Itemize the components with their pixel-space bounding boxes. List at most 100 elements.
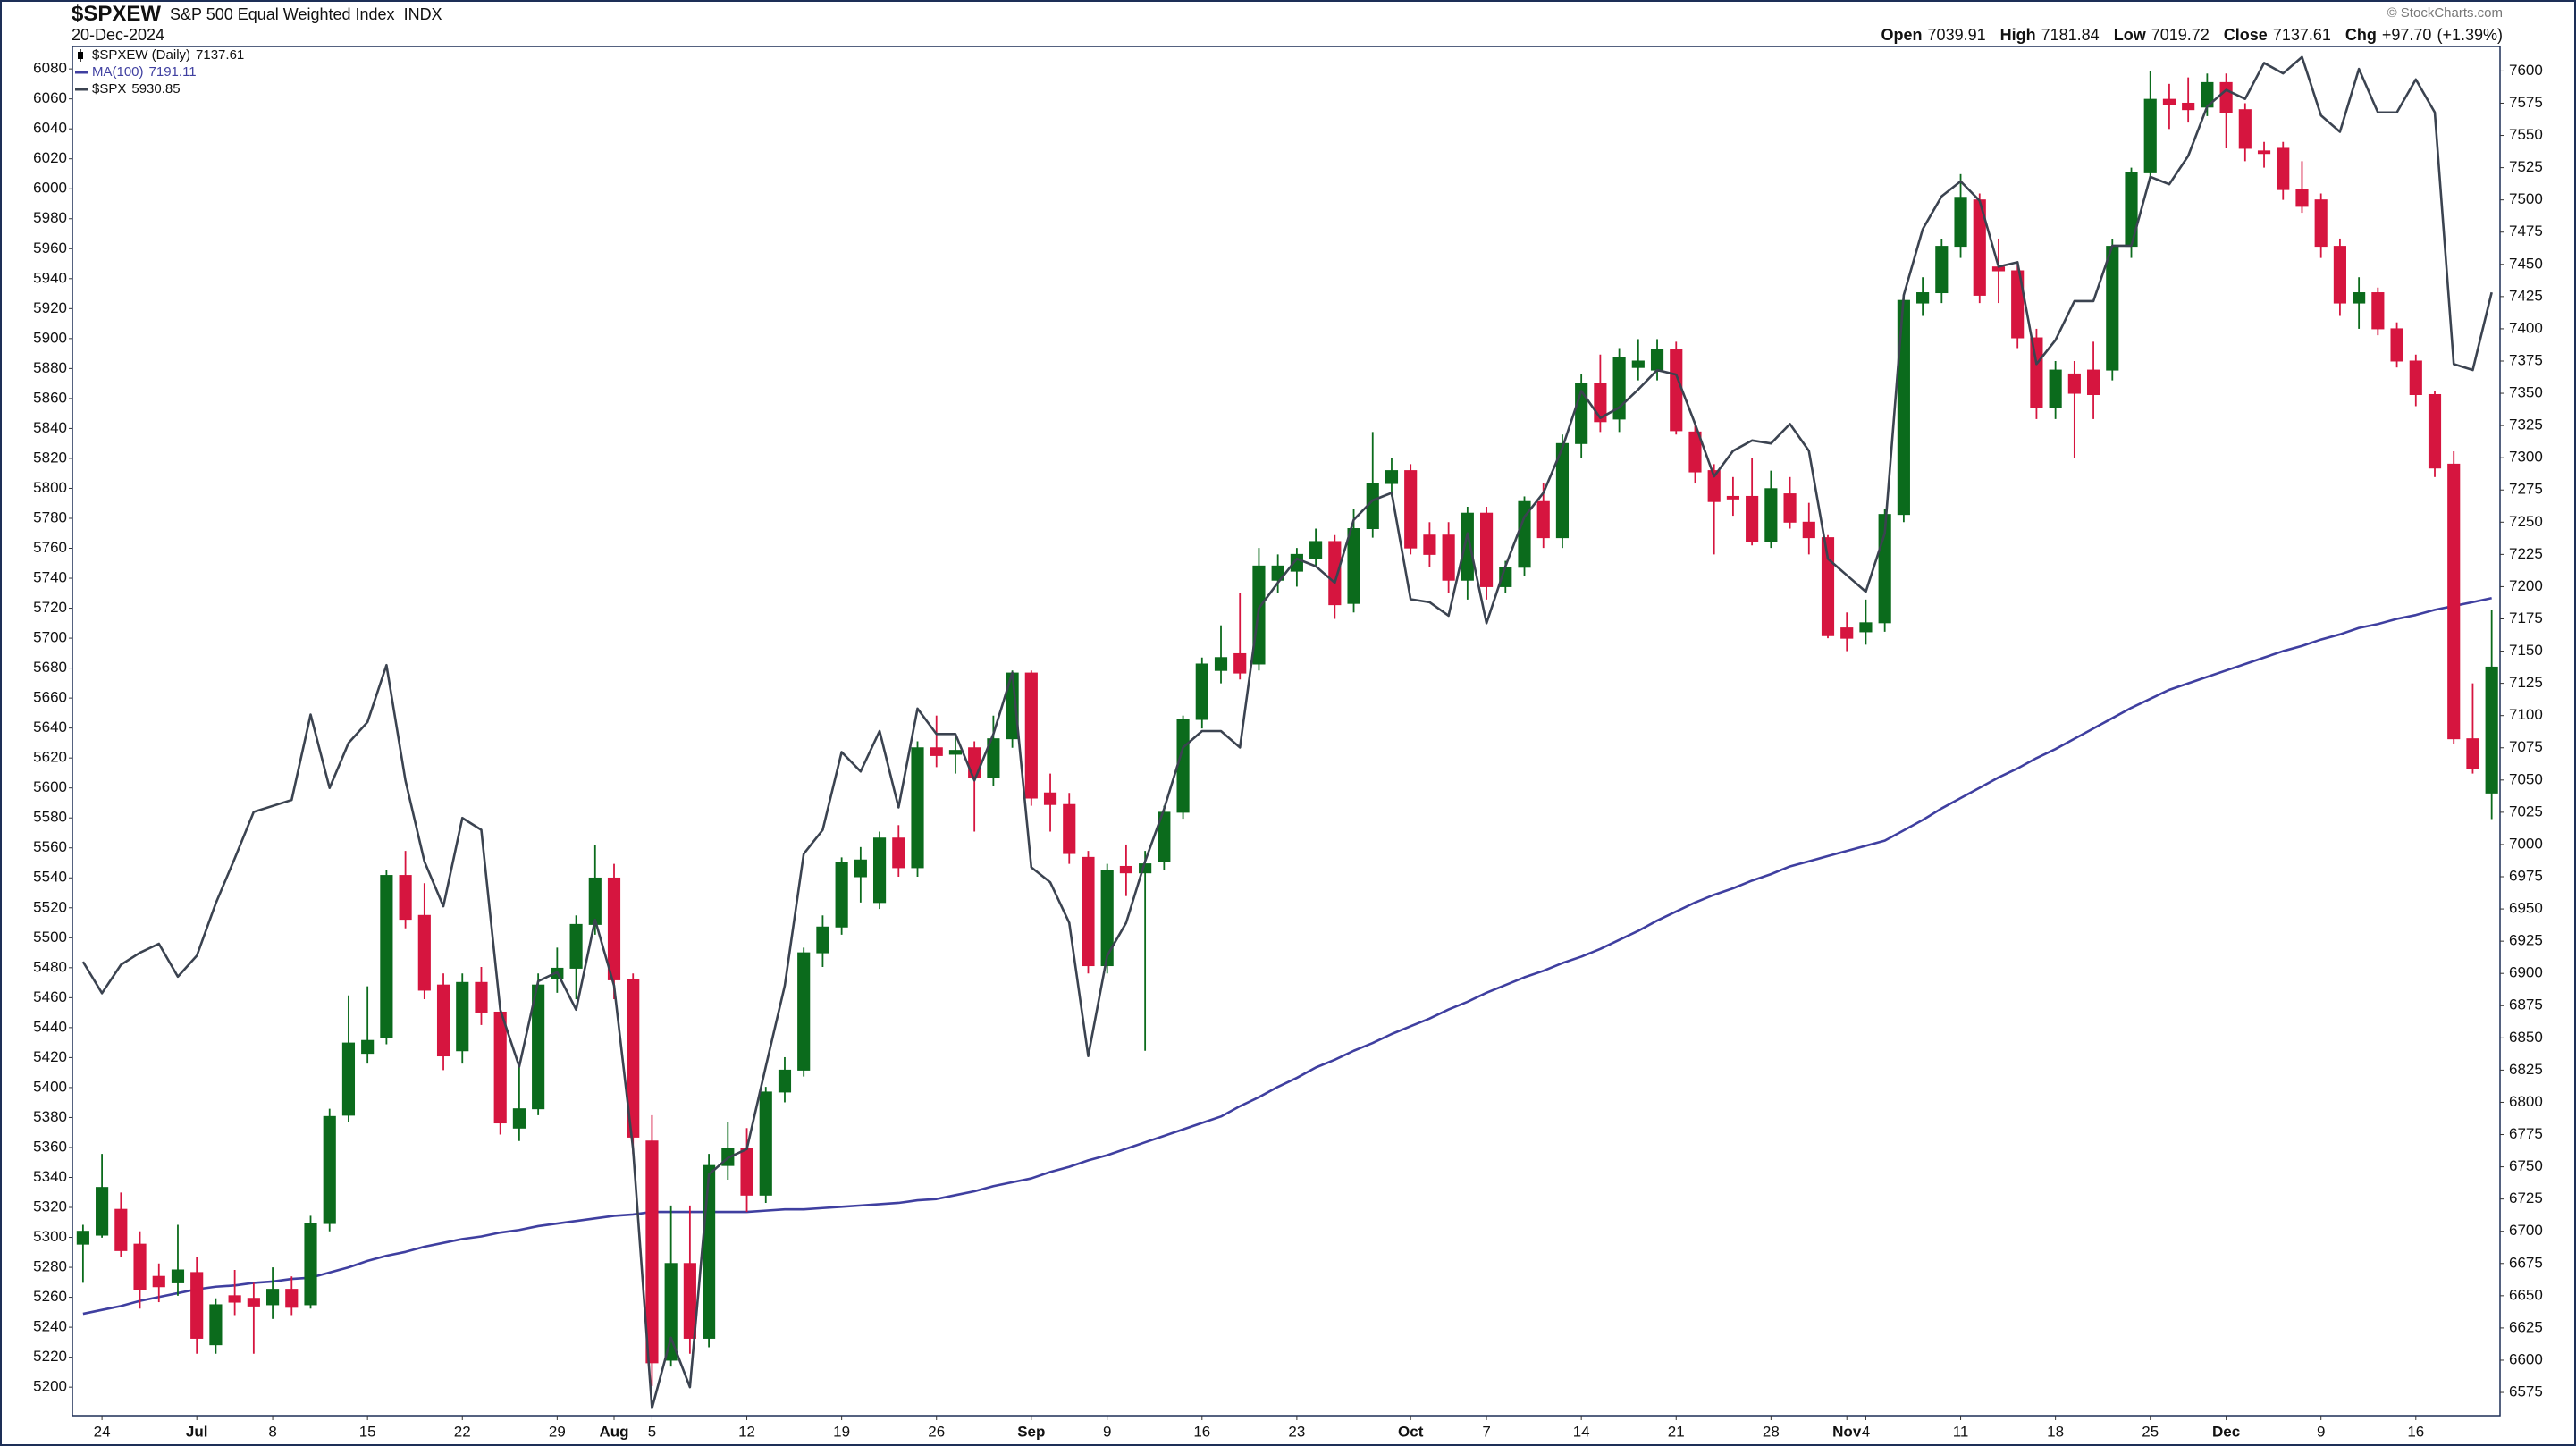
candle-body <box>607 877 621 980</box>
candle-body <box>2447 463 2461 740</box>
x-tick-label: 9 <box>1103 1423 1111 1440</box>
candle-body <box>1233 652 1247 674</box>
candle-body <box>209 1304 223 1346</box>
legend-entry: MA(100) 7191.11 <box>92 64 197 80</box>
line-2 <box>81 55 2493 1409</box>
y-tick-label: 5740 <box>33 569 67 586</box>
y-tick-label: 5620 <box>33 749 67 766</box>
x-tick-label: 21 <box>1668 1423 1685 1440</box>
quote-value: 7137.61 <box>2273 26 2331 44</box>
candle-body <box>1802 521 1815 539</box>
line-1 <box>82 596 2492 1316</box>
candle-body <box>759 1091 772 1196</box>
y2-tick-label: 6700 <box>2509 1222 2543 1239</box>
x-tick-label: Dec <box>2212 1423 2240 1440</box>
candle-body <box>2295 189 2309 207</box>
y2-tick-label: 6950 <box>2509 900 2543 917</box>
plot-border <box>72 46 2501 1417</box>
x-tick-label: 16 <box>2407 1423 2424 1440</box>
legend-entry: $SPX 5930.85 <box>92 81 181 97</box>
y-tick-label: 5260 <box>33 1288 67 1305</box>
x-tick-label: 19 <box>833 1423 850 1440</box>
y-tick-label: 5380 <box>33 1108 67 1125</box>
y2-tick-label: 7325 <box>2509 416 2543 433</box>
y2-tick-label: 7125 <box>2509 674 2543 691</box>
candle-body <box>493 1011 507 1124</box>
candle-body <box>114 1208 128 1251</box>
candle-body <box>911 747 924 869</box>
x-tick-label: 28 <box>1763 1423 1780 1440</box>
y2-tick-label: 6800 <box>2509 1093 2543 1110</box>
candle-body <box>1859 622 1873 633</box>
legend-value: 5930.85 <box>131 81 180 97</box>
y2-tick-label: 6775 <box>2509 1125 2543 1142</box>
candle-body <box>588 877 602 925</box>
candle-body <box>1954 197 1967 248</box>
y-tick-label: 5880 <box>33 359 67 376</box>
candle-body <box>2219 81 2233 113</box>
candle-body <box>872 837 887 904</box>
y-tick-label: 6060 <box>33 89 67 106</box>
y-tick-label: 5420 <box>33 1048 67 1065</box>
y2-tick-label: 7175 <box>2509 610 2543 626</box>
y-tick-label: 5920 <box>33 299 67 316</box>
y2-tick-label: 7000 <box>2509 835 2543 852</box>
candle-body <box>265 1289 280 1306</box>
quote-label: High <box>2000 26 2036 44</box>
quote-value: 7039.91 <box>1928 26 1986 44</box>
legend-name: MA(100) <box>92 64 144 80</box>
candle-body <box>1404 470 1418 549</box>
candle-body <box>2182 102 2195 111</box>
legend-value: 7191.11 <box>149 64 197 80</box>
y2-tick-label: 7050 <box>2509 770 2543 787</box>
y2-tick-label: 7250 <box>2509 513 2543 530</box>
candle-body <box>740 1148 753 1196</box>
y-tick-label: 5980 <box>33 209 67 226</box>
x-tick-label: Aug <box>599 1423 628 1440</box>
legend-value: 7137.61 <box>196 47 244 63</box>
candle-body <box>854 859 867 878</box>
legend-entry: $SPXEW (Daily) 7137.61 <box>92 47 244 63</box>
candle-body <box>1309 541 1323 559</box>
legend-swatch <box>78 52 83 59</box>
y2-tick-label: 6725 <box>2509 1190 2543 1206</box>
candle-body <box>512 1108 526 1129</box>
y-tick-label: 5720 <box>33 599 67 616</box>
y2-tick-label: 7575 <box>2509 94 2543 111</box>
y2-tick-label: 6675 <box>2509 1254 2543 1271</box>
y-tick-label: 5520 <box>33 898 67 915</box>
candle-body <box>228 1295 241 1303</box>
y2-tick-label: 7100 <box>2509 706 2543 723</box>
y-tick-label: 5300 <box>33 1228 67 1245</box>
candle-body <box>1119 865 1132 874</box>
y2-tick-label: 6850 <box>2509 1029 2543 1046</box>
candle-body <box>948 750 963 755</box>
candle-body <box>2277 147 2290 190</box>
candle-body <box>1423 534 1436 555</box>
x-tick-label: 23 <box>1288 1423 1305 1440</box>
x-tick-label: 4 <box>1862 1423 1870 1440</box>
candle-body <box>703 1164 716 1339</box>
quote-label: Low <box>2114 26 2147 44</box>
quote-value: +97.70 <box>2382 26 2432 44</box>
candle-body <box>2011 270 2025 339</box>
y-tick-label: 5200 <box>33 1378 67 1395</box>
candle-body <box>2086 369 2100 395</box>
y2-tick-label: 7500 <box>2509 190 2543 207</box>
candle-body <box>417 914 431 991</box>
y2-tick-label: 7350 <box>2509 384 2543 401</box>
quote-value: 7019.72 <box>2151 26 2210 44</box>
y-tick-label: 5440 <box>33 1018 67 1035</box>
y2-tick-label: 6600 <box>2509 1350 2543 1367</box>
y-tick-label: 6080 <box>33 60 67 77</box>
candle-body <box>1555 442 1570 539</box>
y-tick-label: 5460 <box>33 988 67 1005</box>
y-tick-label: 5360 <box>33 1138 67 1155</box>
symbol: $SPXEW <box>72 2 161 26</box>
y2-tick-label: 6875 <box>2509 996 2543 1013</box>
y2-tick-label: 6975 <box>2509 867 2543 884</box>
y2-tick-label: 7600 <box>2509 62 2543 79</box>
candle-body <box>399 875 412 921</box>
candle-body <box>190 1272 204 1339</box>
